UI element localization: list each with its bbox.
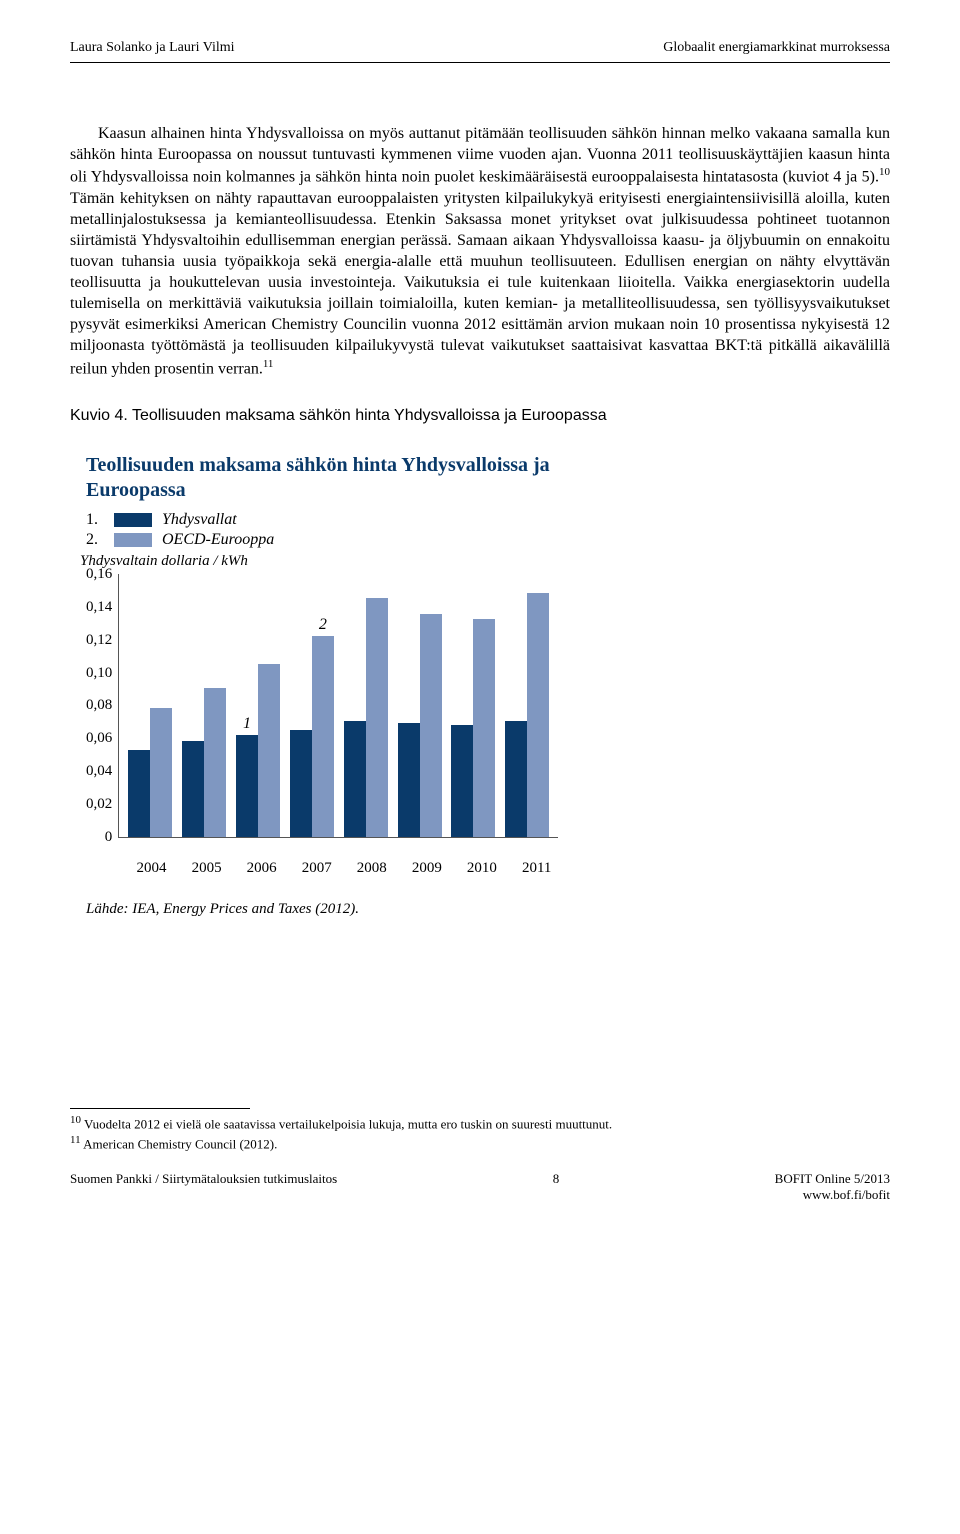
series2-annotation: 2 bbox=[319, 616, 327, 634]
bar-group bbox=[505, 593, 549, 837]
bar-series2 bbox=[204, 688, 226, 837]
footnote-rule bbox=[70, 1108, 250, 1109]
chart-caption: Kuvio 4. Teollisuuden maksama sähkön hin… bbox=[70, 407, 890, 425]
bar-series2 bbox=[473, 619, 495, 837]
bar-series2 bbox=[527, 593, 549, 837]
fn11-text: American Chemistry Council (2012). bbox=[81, 1137, 278, 1152]
x-tick: 2006 bbox=[247, 860, 277, 877]
y-tick: 0,10 bbox=[86, 665, 112, 682]
x-tick-labels: 2004 2005 2006 2007 2008 2009 2010 2011 bbox=[124, 860, 564, 877]
bar-series1 bbox=[344, 721, 366, 837]
legend-num-1: 1. bbox=[86, 511, 104, 529]
legend-label-1: Yhdysvallat bbox=[162, 511, 237, 529]
x-tick: 2007 bbox=[302, 860, 332, 877]
y-tick: 0,06 bbox=[86, 730, 112, 747]
page-header: Laura Solanko ja Lauri Vilmi Globaalit e… bbox=[70, 40, 890, 56]
y-tick: 0,12 bbox=[86, 632, 112, 649]
plot-area: 0,160,140,120,100,080,060,040,020 12 bbox=[86, 574, 586, 854]
bar-series1 bbox=[290, 730, 312, 837]
bar-series1 bbox=[505, 721, 527, 837]
footnote-10: 10 Vuodelta 2012 ei vielä ole saatavissa… bbox=[70, 1113, 890, 1133]
y-tick: 0 bbox=[105, 829, 113, 846]
bar-group: 2 bbox=[290, 636, 334, 837]
bar-series2 bbox=[258, 664, 280, 837]
x-tick: 2005 bbox=[192, 860, 222, 877]
footnote-ref-10: 10 bbox=[879, 166, 890, 178]
footnote-11: 11 American Chemistry Council (2012). bbox=[70, 1133, 890, 1153]
bar-group bbox=[398, 614, 442, 837]
x-tick: 2009 bbox=[412, 860, 442, 877]
footer-url: www.bof.fi/bofit bbox=[803, 1187, 890, 1202]
bar-series1 bbox=[182, 741, 204, 837]
footer-series: BOFIT Online 5/2013 bbox=[775, 1171, 890, 1186]
chart-title: Teollisuuden maksama sähkön hinta Yhdysv… bbox=[86, 453, 586, 503]
y-tick-labels: 0,16 0,14 0,12 0,10 0,08 0,06 0,04 0,02 0 bbox=[86, 566, 118, 846]
legend-num-2: 2. bbox=[86, 531, 104, 549]
bar-plot: 12 bbox=[118, 574, 558, 838]
x-tick: 2010 bbox=[467, 860, 497, 877]
fn10-num: 10 bbox=[70, 1114, 81, 1126]
bar-series1 bbox=[128, 750, 150, 837]
fn11-num: 11 bbox=[70, 1134, 81, 1146]
bar-series2: 2 bbox=[312, 636, 334, 837]
y-tick: 0,02 bbox=[86, 796, 112, 813]
y-tick: 0,16 bbox=[86, 566, 112, 583]
bar-group bbox=[128, 708, 172, 837]
legend-item-2: 2. OECD-Eurooppa bbox=[86, 531, 586, 549]
footer-right: BOFIT Online 5/2013 www.bof.fi/bofit bbox=[775, 1171, 890, 1203]
footer-left: Suomen Pankki / Siirtymätalouksien tutki… bbox=[70, 1171, 337, 1203]
x-tick: 2008 bbox=[357, 860, 387, 877]
footnote-ref-11: 11 bbox=[263, 358, 274, 370]
y-tick: 0,08 bbox=[86, 697, 112, 714]
page-footer: Suomen Pankki / Siirtymätalouksien tutki… bbox=[70, 1171, 890, 1203]
header-title: Globaalit energiamarkkinat murroksessa bbox=[663, 40, 890, 56]
legend-item-1: 1. Yhdysvallat bbox=[86, 511, 586, 529]
bar-series1 bbox=[398, 723, 420, 837]
y-tick: 0,14 bbox=[86, 599, 112, 616]
bar-group bbox=[451, 619, 495, 837]
header-authors: Laura Solanko ja Lauri Vilmi bbox=[70, 40, 235, 56]
legend-label-2: OECD-Eurooppa bbox=[162, 531, 274, 549]
chart-container: Teollisuuden maksama sähkön hinta Yhdysv… bbox=[70, 439, 590, 928]
bar-series1 bbox=[451, 725, 473, 837]
bar-series2 bbox=[366, 598, 388, 837]
y-tick: 0,04 bbox=[86, 763, 112, 780]
footnotes: 10 Vuodelta 2012 ei vielä ole saatavissa… bbox=[70, 1108, 890, 1153]
body-text-2: Tämän kehityksen on nähty rapauttavan eu… bbox=[70, 190, 890, 377]
chart-source: Lähde: IEA, Energy Prices and Taxes (201… bbox=[86, 901, 586, 918]
bar-series2 bbox=[150, 708, 172, 837]
series1-annotation: 1 bbox=[243, 715, 251, 733]
bar-series1: 1 bbox=[236, 735, 258, 837]
bar-series2 bbox=[420, 614, 442, 837]
bar-group bbox=[182, 688, 226, 837]
chart-legend: 1. Yhdysvallat 2. OECD-Eurooppa bbox=[86, 511, 586, 549]
header-rule bbox=[70, 62, 890, 63]
fn10-text: Vuodelta 2012 ei vielä ole saatavissa ve… bbox=[81, 1116, 612, 1131]
bar-group bbox=[344, 598, 388, 837]
bar-group: 1 bbox=[236, 664, 280, 837]
body-text-1: Kaasun alhainen hinta Yhdysvalloissa on … bbox=[70, 125, 890, 186]
footer-page-number: 8 bbox=[553, 1171, 560, 1203]
x-tick: 2004 bbox=[137, 860, 167, 877]
y-axis-unit: Yhdysvaltain dollaria / kWh bbox=[80, 553, 586, 570]
main-paragraph: Kaasun alhainen hinta Yhdysvalloissa on … bbox=[70, 123, 890, 379]
legend-swatch-1 bbox=[114, 513, 152, 527]
x-tick: 2011 bbox=[522, 860, 551, 877]
legend-swatch-2 bbox=[114, 533, 152, 547]
